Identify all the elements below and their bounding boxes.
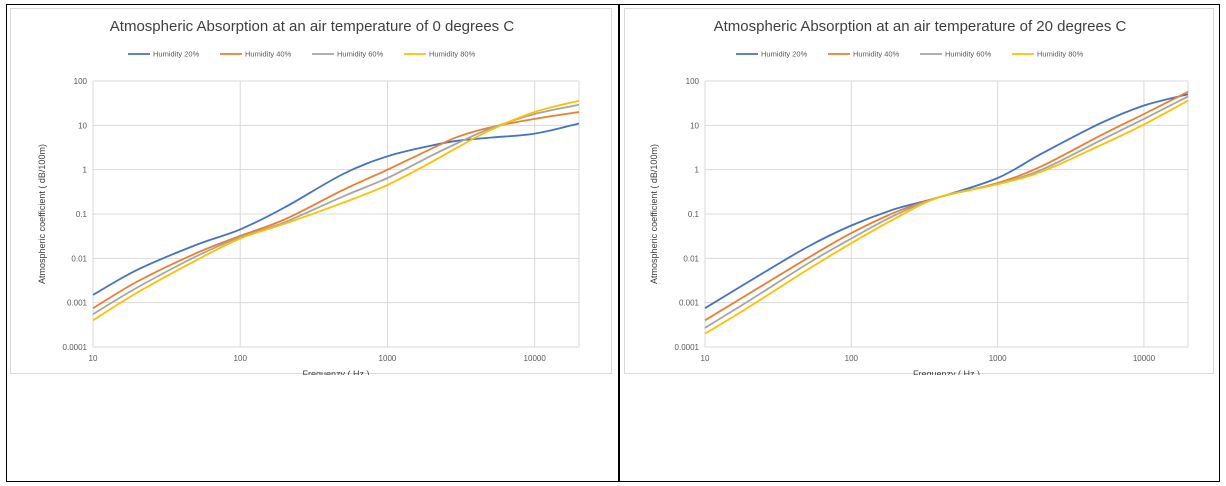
legend-label: Humidity 20% <box>153 50 200 59</box>
legend-label: Humidity 20% <box>761 50 808 59</box>
y-tick-label: 10 <box>78 121 87 130</box>
x-tick-label: 1000 <box>379 354 397 363</box>
legend-item: Humidity 20% <box>128 50 200 59</box>
series-line <box>704 90 1189 322</box>
y-tick-label: 0.0001 <box>63 343 88 352</box>
y-tick-label: 0.1 <box>76 210 88 219</box>
document-frame <box>6 4 1220 482</box>
chart-title: Atmospheric Absorption at an air tempera… <box>714 18 1127 35</box>
y-tick-label: 0.01 <box>683 254 699 263</box>
x-tick-label: 1000 <box>989 354 1007 363</box>
x-tick-label: 10000 <box>524 354 547 363</box>
chart-svg-20c: Atmospheric Absorption at an air tempera… <box>649 18 1189 375</box>
x-tick-label: 10 <box>89 354 98 363</box>
legend-item: Humidity 20% <box>736 50 808 59</box>
series-line <box>92 99 580 322</box>
series-line <box>704 99 1189 335</box>
y-tick-label: 100 <box>686 77 700 86</box>
y-tick-label: 10 <box>690 121 699 130</box>
y-tick-label: 0.001 <box>679 299 700 308</box>
x-axis-label: Frequenzy ( Hz ) <box>913 369 980 375</box>
x-axis-label: Frequenzy ( Hz ) <box>302 369 369 375</box>
legend-label: Humidity 80% <box>1037 50 1084 59</box>
legend-item: Humidity 60% <box>920 50 992 59</box>
x-tick-label: 10000 <box>1133 354 1156 363</box>
chart-panel-20c: Atmospheric Absorption at an air tempera… <box>624 8 1214 375</box>
y-tick-label: 0.01 <box>71 254 87 263</box>
y-axis-label: Atmospheric coefficient ( dB/100m) <box>649 144 659 284</box>
y-tick-label: 1 <box>695 166 700 175</box>
legend-item: Humidity 40% <box>828 50 900 59</box>
series-line <box>92 122 580 296</box>
y-tick-label: 100 <box>74 77 88 86</box>
chart-panel-0c: Atmospheric Absorption at an air tempera… <box>10 8 612 375</box>
column-divider <box>618 4 620 482</box>
legend-label: Humidity 60% <box>945 50 992 59</box>
legend-label: Humidity 40% <box>245 50 292 59</box>
legend-item: Humidity 80% <box>1012 50 1084 59</box>
y-tick-label: 0.0001 <box>675 343 700 352</box>
legend-label: Humidity 60% <box>337 50 384 59</box>
x-tick-label: 100 <box>234 354 248 363</box>
y-tick-label: 0.001 <box>67 299 88 308</box>
legend-label: Humidity 80% <box>429 50 476 59</box>
series-line <box>704 95 1189 329</box>
chart-svg-0c: Atmospheric Absorption at an air tempera… <box>37 18 580 375</box>
x-tick-label: 10 <box>701 354 710 363</box>
y-axis-label: Atmospheric coefficient ( dB/100m) <box>37 144 47 284</box>
series-line <box>92 111 580 309</box>
legend-item: Humidity 60% <box>312 50 384 59</box>
legend-item: Humidity 80% <box>404 50 476 59</box>
series-line <box>92 103 580 315</box>
chart-title: Atmospheric Absorption at an air tempera… <box>110 18 515 35</box>
y-tick-label: 1 <box>83 166 88 175</box>
x-tick-label: 100 <box>845 354 859 363</box>
y-tick-label: 0.1 <box>688 210 700 219</box>
legend-item: Humidity 40% <box>220 50 292 59</box>
legend-label: Humidity 40% <box>853 50 900 59</box>
